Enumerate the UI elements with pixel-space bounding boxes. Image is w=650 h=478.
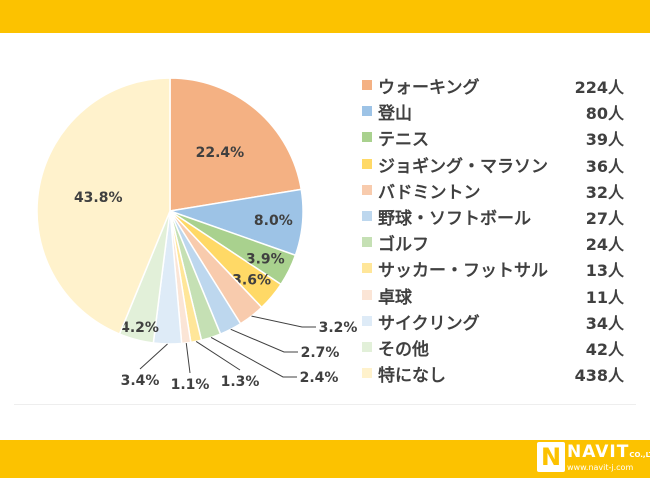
legend-label-4: ジョギング・マラソン bbox=[378, 156, 548, 177]
leader-line-6 bbox=[230, 328, 298, 353]
legend-count-12: 438人 bbox=[574, 366, 624, 386]
legend-swatch-10 bbox=[362, 315, 372, 326]
legend-item-2: 登山 80人 bbox=[362, 98, 642, 124]
data-label-12: 43.8% bbox=[74, 190, 123, 206]
company-logo: N NAVITCO.,LTD. www.navit-j.com bbox=[537, 442, 650, 476]
legend-count-5: 32人 bbox=[585, 182, 624, 202]
legend-item-7: ゴルフ 24人 bbox=[362, 229, 642, 255]
legend-swatch-9 bbox=[362, 289, 372, 300]
legend-swatch-4 bbox=[362, 158, 372, 169]
logo-url: www.navit-j.com bbox=[567, 463, 634, 472]
leader-line-5 bbox=[251, 315, 316, 328]
legend-label-2: 登山 bbox=[378, 104, 412, 125]
legend-count-8: 13人 bbox=[585, 261, 624, 281]
legend-swatch-8 bbox=[362, 263, 372, 274]
leader-line-10 bbox=[139, 343, 168, 370]
legend-label-12: 特になし bbox=[378, 366, 446, 387]
data-label-4: 3.6% bbox=[232, 272, 271, 288]
legend-item-12: 特になし 438人 bbox=[362, 360, 642, 386]
data-label-3: 3.9% bbox=[246, 251, 285, 267]
legend-swatch-1 bbox=[362, 80, 372, 90]
data-label-10: 3.4% bbox=[121, 373, 160, 389]
legend-label-11: その他 bbox=[378, 340, 429, 360]
legend-count-1: 224人 bbox=[574, 78, 624, 97]
legend-item-9: 卓球 11人 bbox=[362, 282, 642, 308]
legend-count-7: 24人 bbox=[585, 235, 624, 255]
data-label-8: 1.3% bbox=[221, 374, 260, 390]
top-banner bbox=[0, 0, 650, 33]
logo-n-icon: N bbox=[537, 442, 565, 472]
data-label-2: 8.0% bbox=[254, 213, 293, 229]
divider bbox=[14, 404, 636, 405]
legend-swatch-11 bbox=[362, 342, 372, 352]
pie-chart: 22.4% 8.0% 3.9% 3.6% 3.2% 2.7% 2.4% 1.3% 1.1% 3.4… bbox=[36, 77, 358, 393]
leader-line-9 bbox=[185, 342, 191, 374]
legend-count-9: 11人 bbox=[585, 287, 624, 307]
legend-count-3: 39人 bbox=[585, 130, 624, 150]
legend-label-3: テニス bbox=[378, 130, 429, 151]
data-label-9: 1.1% bbox=[171, 377, 210, 393]
legend-item-4: ジョギング・マラソン 36人 bbox=[362, 151, 642, 177]
legend-item-11: その他 42人 bbox=[362, 334, 642, 360]
legend-label-1: ウォーキング bbox=[378, 78, 480, 98]
data-label-7: 2.4% bbox=[300, 370, 339, 386]
pie-slice-1 bbox=[169, 77, 303, 212]
legend-item-10: サイクリング 34人 bbox=[362, 308, 642, 334]
legend-label-5: バドミントン bbox=[378, 182, 481, 203]
legend-label-6: 野球・ソフトボール bbox=[378, 209, 531, 229]
legend-swatch-5 bbox=[362, 184, 372, 195]
legend-swatch-2 bbox=[362, 106, 372, 117]
data-label-5: 3.2% bbox=[319, 320, 358, 336]
legend-item-6: 野球・ソフトボール 27人 bbox=[362, 203, 642, 229]
legend-count-11: 42人 bbox=[585, 340, 624, 359]
legend-label-7: ゴルフ bbox=[378, 235, 429, 256]
legend-label-10: サイクリング bbox=[378, 313, 480, 334]
data-label-11: 4.2% bbox=[120, 320, 159, 336]
legend-count-2: 80人 bbox=[585, 104, 624, 124]
legend-swatch-12 bbox=[362, 368, 372, 379]
legend-label-8: サッカー・フットサル bbox=[378, 261, 548, 282]
leader-line-8 bbox=[195, 340, 241, 371]
pie-slice-12 bbox=[36, 77, 171, 336]
legend-item-5: バドミントン 32人 bbox=[362, 177, 642, 203]
legend-count-10: 34人 bbox=[585, 313, 624, 333]
data-label-1: 22.4% bbox=[196, 145, 245, 161]
legend-item-1: ウォーキング 224人 bbox=[362, 72, 642, 98]
logo-text: NAVITCO.,LTD. bbox=[567, 442, 650, 462]
legend-swatch-6 bbox=[362, 211, 372, 221]
leader-line-7 bbox=[210, 337, 297, 378]
legend-count-6: 27人 bbox=[585, 209, 624, 228]
legend-item-3: テニス 39人 bbox=[362, 124, 642, 150]
legend-swatch-7 bbox=[362, 237, 372, 248]
data-label-6: 2.7% bbox=[301, 345, 340, 361]
legend-swatch-3 bbox=[362, 132, 372, 143]
legend-label-9: 卓球 bbox=[378, 287, 412, 308]
legend-item-8: サッカー・フットサル 13人 bbox=[362, 255, 642, 281]
legend-count-4: 36人 bbox=[585, 156, 624, 176]
